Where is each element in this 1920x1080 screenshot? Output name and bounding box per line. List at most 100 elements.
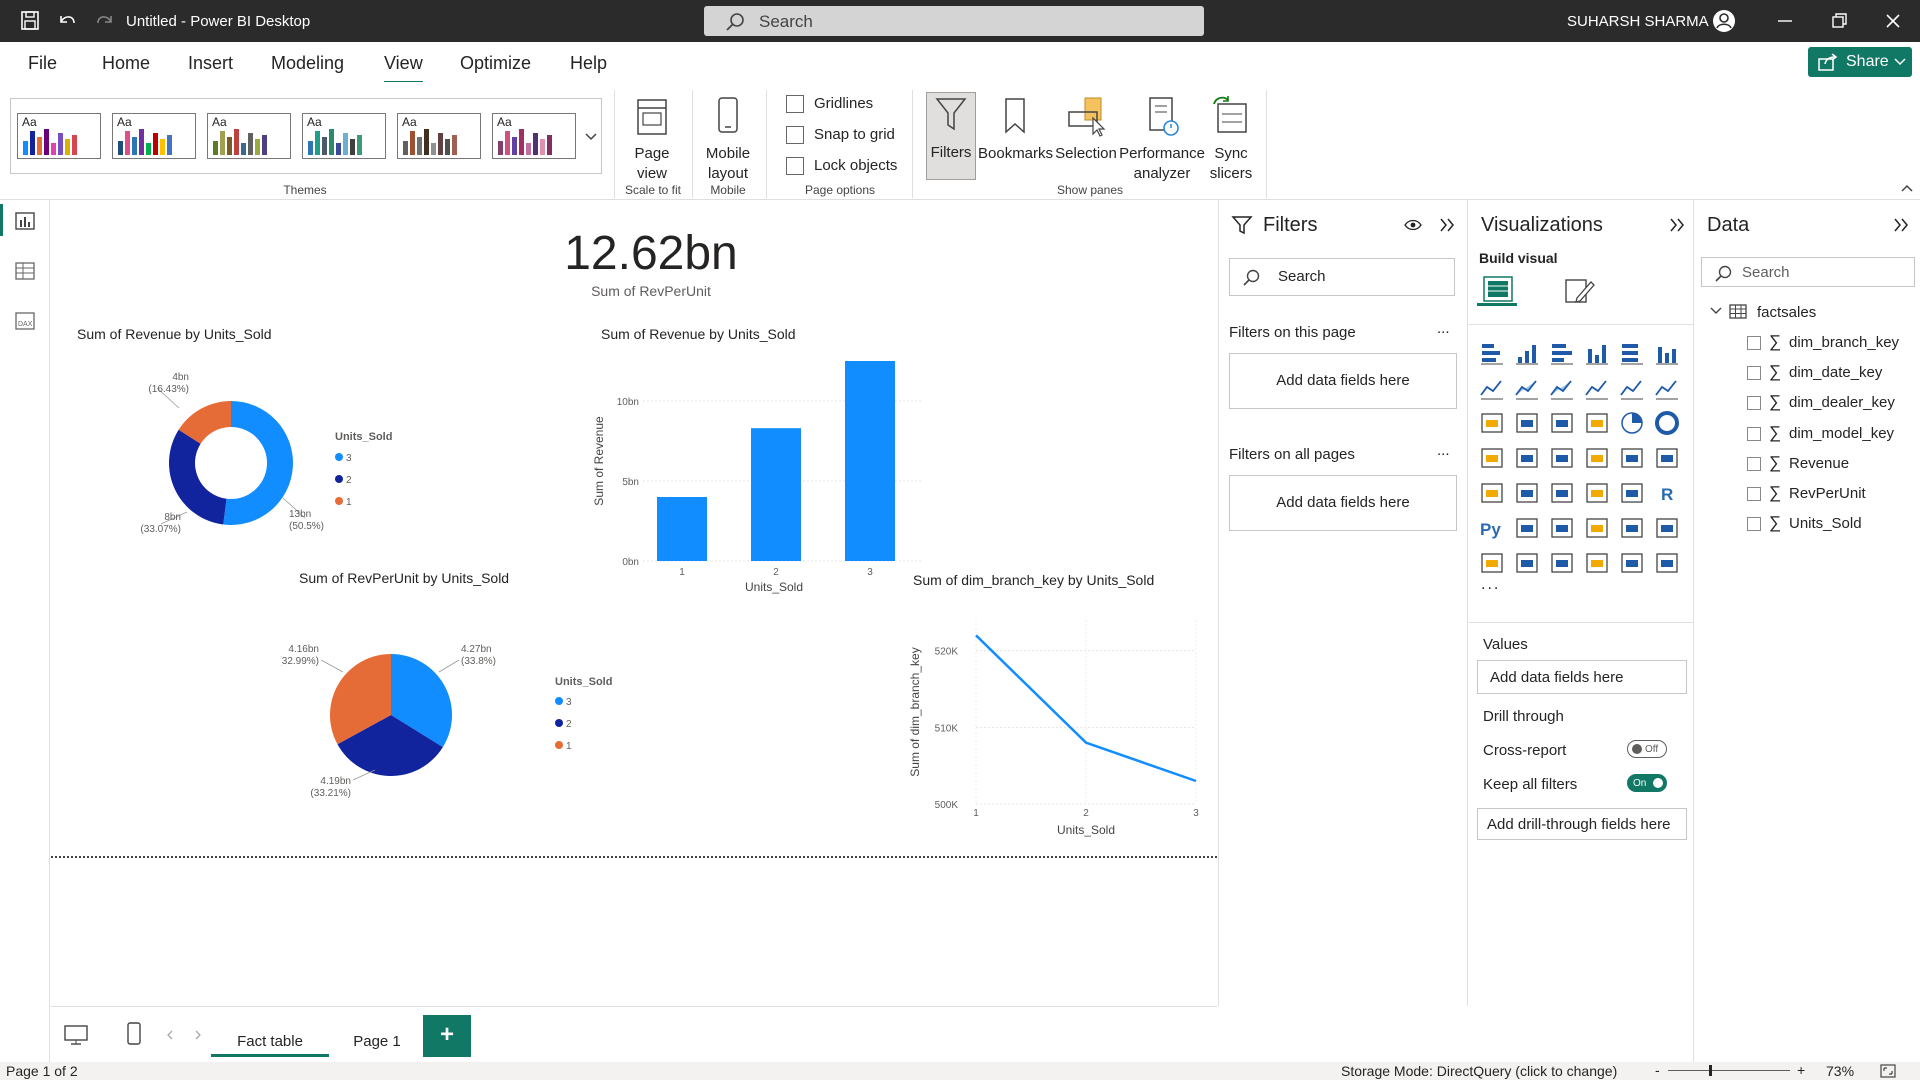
selection-pane-button[interactable]: Selection [1052,94,1120,164]
donut-legend-item[interactable]: 2 [346,475,352,486]
format-visual-icon[interactable] [1563,276,1595,306]
field-item[interactable]: ∑ Revenue [1747,453,1917,475]
filters-on-all-dropzone[interactable]: Add data fields here [1229,475,1457,531]
keep-all-filters-toggle[interactable]: On [1627,774,1667,792]
storage-mode-link[interactable]: Storage Mode: DirectQuery (click to chan… [1341,1063,1618,1079]
donut-icon[interactable] [1654,410,1680,436]
100-bar-icon[interactable] [1619,340,1645,366]
waterfall-icon[interactable] [1619,375,1645,401]
100-column-icon[interactable] [1654,340,1680,366]
zoom-out-button[interactable]: - [1655,1062,1660,1078]
donut-slice-1[interactable] [178,401,231,444]
zoom-in-button[interactable]: + [1797,1062,1806,1078]
global-search-box[interactable]: Search [704,6,1204,36]
field-item[interactable]: ∑ dim_date_key [1747,362,1917,384]
more-visuals-icon[interactable]: ... [1481,576,1501,593]
fit-to-page-icon[interactable] [1880,1064,1896,1078]
restore-icon[interactable] [1824,10,1854,32]
line-chart[interactable]: 500K 510K 520K 1 2 3 Units_Sold Sum of dim_bran… [901,596,1211,846]
sync-slicers-button[interactable]: Sync slicers [1206,94,1256,184]
multi-row-card-icon[interactable] [1479,480,1505,506]
clustered-column-icon[interactable] [1584,340,1610,366]
menu-optimize[interactable]: Optimize [460,53,532,73]
narrative-icon[interactable] [1654,550,1680,576]
minimize-icon[interactable] [1770,10,1800,32]
tab-fact-table[interactable]: Fact table [211,1021,329,1057]
field-item[interactable]: ∑ dim_model_key [1747,423,1917,445]
theme-tile[interactable]: Aa [492,113,576,159]
filters-on-page-more-icon[interactable]: ... [1437,320,1450,337]
prev-page-icon[interactable] [165,1029,175,1041]
theme-tile[interactable]: Aa [302,113,386,159]
cross-report-toggle[interactable]: Off [1627,740,1667,758]
scatter-icon[interactable] [1584,410,1610,436]
stacked-area-icon[interactable] [1549,375,1575,401]
build-visual-tab[interactable] [1477,270,1517,306]
menu-view[interactable]: View [384,53,423,84]
drill-through-dropzone[interactable]: Add drill-through fields here [1477,808,1687,840]
line-series[interactable] [975,634,1197,783]
field-checkbox[interactable] [1747,517,1761,532]
page-view-button[interactable]: Page view [620,94,684,184]
mobile-layout-icon[interactable] [125,1021,143,1047]
goals-icon[interactable] [1654,515,1680,541]
field-item[interactable]: ∑ Units_Sold [1747,513,1917,535]
user-avatar-icon[interactable] [1712,9,1736,33]
collapse-pane-icon[interactable] [1437,216,1457,234]
save-icon[interactable] [20,10,42,32]
line-column-icon[interactable] [1654,375,1680,401]
redo-icon[interactable] [94,10,116,32]
share-button[interactable]: Share [1808,47,1912,77]
line-stacked-icon[interactable] [1514,410,1540,436]
theme-tile[interactable]: Aa [207,113,291,159]
paginated-icon[interactable] [1479,550,1505,576]
mobile-layout-button[interactable]: Mobile layout [696,94,760,184]
menu-modeling[interactable]: Modeling [271,53,345,73]
values-dropzone[interactable]: Add data fields here [1477,660,1687,694]
smart-narrative-icon[interactable] [1619,515,1645,541]
field-checkbox[interactable] [1747,336,1761,350]
key-influencers-icon[interactable] [1514,515,1540,541]
lock-objects-checkbox[interactable]: Lock objects [786,157,906,177]
line-clustered-icon[interactable] [1479,410,1505,436]
themes-expand-icon[interactable] [582,130,600,144]
clustered-bar-icon[interactable] [1549,340,1575,366]
new-card-icon[interactable] [1584,550,1610,576]
line-icon[interactable] [1479,375,1505,401]
collapse-ribbon-icon[interactable] [1900,182,1914,194]
donut-chart[interactable]: 4bn(16.43%) 13bn(50.5%) 8bn(33.07%) Units_S… [71,350,501,570]
tab-page-1[interactable]: Page 1 [353,1033,401,1050]
field-item[interactable]: ∑ dim_branch_key [1747,332,1917,354]
stacked-bar-icon[interactable] [1479,340,1505,366]
filters-on-page-dropzone[interactable]: Add data fields here [1229,353,1457,409]
menu-insert[interactable]: Insert [188,53,234,73]
theme-tile[interactable]: Aa [112,113,196,159]
donut-slice-3[interactable] [223,401,294,525]
table-view-icon[interactable] [13,260,37,282]
pie-legend-item[interactable]: 1 [566,741,572,752]
bar-1[interactable] [657,497,707,561]
matrix-icon[interactable] [1619,480,1645,506]
r-visual-icon[interactable]: R [1654,480,1680,506]
dax-query-view-icon[interactable]: DAX [13,310,37,332]
kpi-icon[interactable] [1514,480,1540,506]
field-checkbox[interactable] [1747,426,1761,441]
bar-3[interactable] [845,361,895,561]
desktop-layout-icon[interactable] [63,1023,89,1047]
bookmarks-pane-button[interactable]: Bookmarks [978,94,1053,164]
chevron-down-icon[interactable] [1709,306,1723,316]
field-checkbox[interactable] [1747,366,1761,381]
gauge-icon[interactable] [1619,445,1645,471]
bar-chart[interactable]: 0bn 5bn 10bn 1 2 3 Units_Sold Sum of Revenue [591,350,971,600]
performance-analyzer-button[interactable]: Performance analyzer [1118,94,1206,184]
donut-legend-item[interactable]: 1 [346,497,352,508]
table-icon[interactable] [1584,480,1610,506]
theme-tile[interactable]: Aa [17,113,101,159]
card-visual[interactable]: 12.62bn Sum of RevPerUnit [471,226,831,299]
decomposition-tree-icon[interactable] [1549,515,1575,541]
report-view-icon[interactable] [13,210,37,232]
eye-icon[interactable] [1403,217,1423,233]
undo-icon[interactable] [56,10,78,32]
close-icon[interactable] [1878,10,1908,32]
slicer-icon[interactable] [1549,480,1575,506]
